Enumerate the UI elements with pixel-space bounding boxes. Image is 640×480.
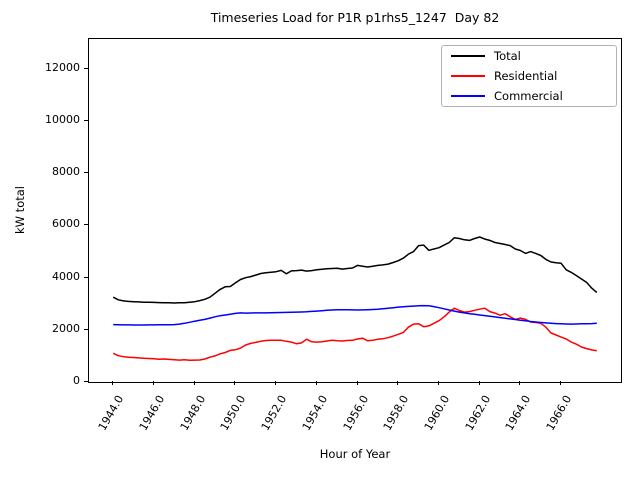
y-tick-mark [84,68,88,69]
chart-title: Timeseries Load for P1R p1rhs5_1247 Day … [210,10,500,25]
x-tick-label: 1950.0 [218,388,276,433]
commercial-line [113,304,597,326]
x-tick-label: 1960.0 [422,388,480,433]
x-tick-label-text: 1944.0 [95,393,127,433]
legend-label-total: Total [494,49,521,64]
y-tick-mark [84,120,88,121]
x-tick-label: 1946.0 [137,388,195,433]
legend-line-residential-swatch [451,75,485,77]
legend-item-commercial: Commercial [442,86,616,105]
y-tick-label: 6000 [52,217,80,230]
x-tick-mark [357,381,358,385]
x-tick-mark [194,381,195,385]
x-tick-mark [438,381,439,385]
legend-label-commercial: Commercial [494,88,563,103]
x-tick-label: 1954.0 [300,388,358,433]
legend: Total Residential Commercial [441,45,617,107]
x-tick-mark [234,381,235,385]
legend-line-commercial-swatch [451,94,485,97]
x-tick-mark [479,381,480,385]
y-tick-mark [84,381,88,382]
y-tick-label: 8000 [52,165,80,178]
x-tick-mark [153,381,154,385]
x-tick-label: 1958.0 [381,388,439,433]
y-tick-label: 10000 [45,113,80,126]
x-tick-mark [560,381,561,385]
legend-label-residential: Residential [494,69,558,83]
x-tick-label: 1964.0 [503,388,561,433]
residential-line [112,307,597,361]
x-tick-mark [275,381,276,385]
x-tick-mark [316,381,317,385]
y-tick-mark [84,277,88,278]
y-tick-mark [84,172,88,173]
y-tick-label: 2000 [52,322,80,335]
y-tick-label: 4000 [52,270,80,283]
x-tick-label: 1944.0 [96,388,154,433]
plot-lines [112,236,598,361]
y-tick-label: 0 [73,374,80,387]
x-tick-mark [112,381,113,385]
legend-item-total: Total [442,47,616,66]
x-tick-mark [519,381,520,385]
legend-item-residential: Residential [442,67,616,86]
y-tick-mark [84,224,88,225]
legend-line-total-swatch [451,55,485,58]
x-tick-mark [397,381,398,385]
y-tick-label: 12000 [45,61,80,74]
y-tick-mark [84,329,88,330]
x-tick-label: 1966.0 [544,388,602,433]
x-axis-title: Hour of Year [319,447,391,461]
x-tick-label: 1952.0 [259,388,317,433]
total-line [112,236,598,304]
